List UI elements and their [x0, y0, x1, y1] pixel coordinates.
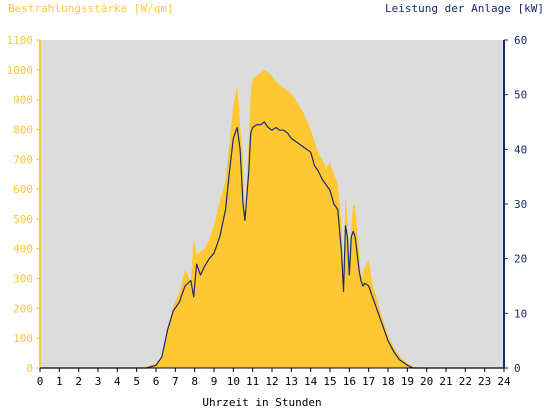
left-tick-label: 200: [13, 302, 33, 315]
left-tick-label: 100: [13, 332, 33, 345]
x-axis-label: Uhrzeit in Stunden: [202, 396, 321, 408]
x-tick-label: 11: [246, 375, 259, 388]
x-tick-label: 12: [265, 375, 278, 388]
x-tick-label: 3: [95, 375, 102, 388]
series-layer: [40, 69, 504, 369]
x-tick-label: 7: [172, 375, 179, 388]
left-tick-label: 800: [13, 123, 33, 136]
left-tick-label: 0: [26, 362, 33, 375]
right-tick-label: 60: [514, 34, 527, 47]
x-tick-label: 16: [343, 375, 356, 388]
x-tick-label: 2: [75, 375, 82, 388]
right-tick-label: 30: [514, 198, 527, 211]
left-tick-label: 1100: [7, 34, 34, 47]
left-tick-label: 500: [13, 213, 33, 226]
x-tick-label: 9: [211, 375, 218, 388]
x-tick-label: 13: [285, 375, 298, 388]
irradiance-area: [40, 69, 504, 368]
x-tick-label: 23: [478, 375, 491, 388]
x-tick-label: 17: [362, 375, 375, 388]
axes-layer: 0100200300400500600700800900100011000102…: [7, 34, 528, 388]
x-tick-label: 8: [191, 375, 198, 388]
x-tick-label: 20: [420, 375, 433, 388]
x-tick-label: 1: [56, 375, 63, 388]
x-tick-label: 10: [227, 375, 240, 388]
left-axis-title: Bestrahlungsstärke [W/qm]: [8, 2, 174, 15]
x-tick-label: 22: [459, 375, 472, 388]
x-tick-label: 19: [401, 375, 414, 388]
right-axis-title: Leistung der Anlage [kW]: [385, 2, 544, 15]
right-tick-label: 10: [514, 307, 527, 320]
power-line: [40, 121, 504, 369]
left-tick-label: 400: [13, 243, 33, 256]
x-tick-label: 5: [133, 375, 140, 388]
right-tick-label: 20: [514, 253, 527, 266]
x-tick-label: 18: [381, 375, 394, 388]
left-tick-label: 600: [13, 183, 33, 196]
x-tick-label: 14: [304, 375, 318, 388]
x-tick-label: 15: [323, 375, 336, 388]
x-tick-label: 24: [497, 375, 511, 388]
right-tick-label: 0: [514, 362, 521, 375]
x-tick-label: 21: [439, 375, 452, 388]
left-tick-label: 1000: [7, 64, 34, 77]
x-tick-label: 6: [153, 375, 160, 388]
right-tick-label: 50: [514, 89, 527, 102]
left-tick-label: 900: [13, 94, 33, 107]
left-tick-label: 700: [13, 153, 33, 166]
x-tick-label: 4: [114, 375, 121, 388]
x-tick-label: 0: [37, 375, 44, 388]
right-tick-label: 40: [514, 143, 527, 156]
left-tick-label: 300: [13, 273, 33, 286]
